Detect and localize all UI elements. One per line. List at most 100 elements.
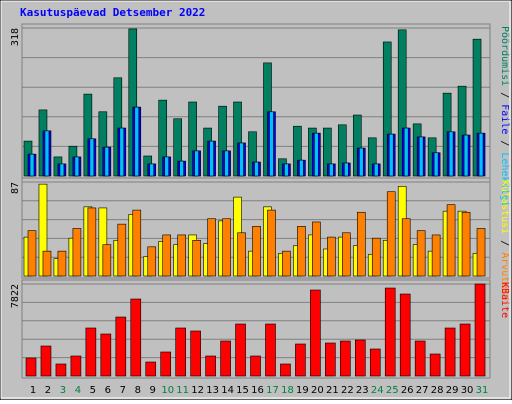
bar xyxy=(358,147,364,177)
bar xyxy=(102,244,112,277)
bar xyxy=(190,330,201,377)
bar xyxy=(295,343,306,377)
x-tick-label: 29 xyxy=(446,385,459,396)
bar xyxy=(433,152,439,177)
legend-entry: Lehekülgi xyxy=(499,152,510,206)
bar xyxy=(72,228,82,277)
bar xyxy=(327,236,336,277)
legend: KBaite xyxy=(499,282,510,318)
x-tick-label: 13 xyxy=(206,385,219,396)
bar xyxy=(310,289,321,377)
bar xyxy=(354,339,366,377)
bar xyxy=(344,162,349,177)
bar xyxy=(388,133,394,177)
x-tick-label: 30 xyxy=(461,385,474,396)
bar xyxy=(459,323,471,377)
bar xyxy=(59,163,65,177)
bar xyxy=(40,345,52,377)
bar xyxy=(478,132,484,177)
bar xyxy=(373,163,379,177)
y-tick-label: 318 xyxy=(10,28,21,46)
bar xyxy=(403,127,409,177)
bar xyxy=(312,221,321,277)
x-tick-label: 5 xyxy=(90,385,96,396)
bar xyxy=(282,250,291,277)
bar xyxy=(356,211,366,277)
x-tick-label: 6 xyxy=(105,385,111,396)
bar xyxy=(85,327,97,377)
bar xyxy=(149,163,155,177)
bar xyxy=(179,160,184,177)
bar xyxy=(87,207,97,277)
x-tick-label: 2 xyxy=(45,385,51,396)
x-tick-label: 12 xyxy=(191,385,204,396)
bar xyxy=(117,223,127,277)
bar xyxy=(239,142,244,177)
bar xyxy=(119,127,125,177)
x-tick-label: 19 xyxy=(296,385,309,396)
x-tick-label: 9 xyxy=(150,385,156,396)
legend-entry: KBaite xyxy=(499,282,510,318)
bar xyxy=(192,240,201,277)
legend-separator: / xyxy=(499,234,510,252)
bar xyxy=(252,225,261,277)
bar xyxy=(70,355,82,377)
y-tick-label: 7822 xyxy=(10,284,21,308)
bar xyxy=(44,130,50,177)
bar xyxy=(194,150,199,177)
bar xyxy=(269,111,274,177)
x-tick-label: 31 xyxy=(476,385,489,396)
bar xyxy=(431,234,441,277)
bar xyxy=(297,225,306,277)
legend: Pöördumisi / Faile / Lehekülgi xyxy=(499,26,510,207)
bar xyxy=(25,357,37,377)
legend-entry: Külastusi xyxy=(499,180,510,234)
bar xyxy=(237,232,246,277)
bar xyxy=(209,140,214,177)
bar xyxy=(55,363,67,377)
bar xyxy=(399,293,411,377)
legend-entry: Faile xyxy=(499,104,510,134)
x-tick-label: 17 xyxy=(266,385,279,396)
bar xyxy=(115,316,127,377)
bar xyxy=(340,340,351,377)
bar xyxy=(284,163,289,177)
bar xyxy=(235,323,246,377)
x-tick-label: 10 xyxy=(161,385,174,396)
x-tick-label: 25 xyxy=(386,385,399,396)
bar xyxy=(130,298,142,377)
bar xyxy=(329,163,334,177)
bar xyxy=(314,132,319,177)
x-tick-label: 4 xyxy=(75,385,81,396)
legend: Külastusi / Arvuteid xyxy=(499,180,510,300)
bar xyxy=(463,134,469,177)
bar xyxy=(448,131,454,177)
bar xyxy=(89,138,95,177)
bar xyxy=(299,159,304,177)
x-tick-label: 14 xyxy=(221,385,234,396)
x-tick-label: 11 xyxy=(176,385,189,396)
x-tick-label: 1 xyxy=(30,385,36,396)
bar xyxy=(342,232,351,277)
x-tick-label: 7 xyxy=(120,385,126,396)
bar xyxy=(134,106,140,177)
bar xyxy=(369,348,381,377)
bar xyxy=(177,234,186,277)
bar xyxy=(384,287,396,377)
bar xyxy=(418,136,424,177)
bar xyxy=(147,246,157,277)
bar xyxy=(27,230,37,277)
x-tick-label: 26 xyxy=(401,385,414,396)
x-tick-label: 23 xyxy=(356,385,369,396)
bar xyxy=(145,361,157,377)
bar xyxy=(461,211,471,277)
bar xyxy=(160,351,172,377)
x-tick-label: 3 xyxy=(60,385,66,396)
bar xyxy=(476,228,486,277)
bar xyxy=(207,218,216,277)
bar xyxy=(371,237,381,277)
bar xyxy=(162,234,172,277)
bar xyxy=(401,218,411,277)
x-tick-label: 16 xyxy=(251,385,264,396)
bar xyxy=(57,250,67,277)
